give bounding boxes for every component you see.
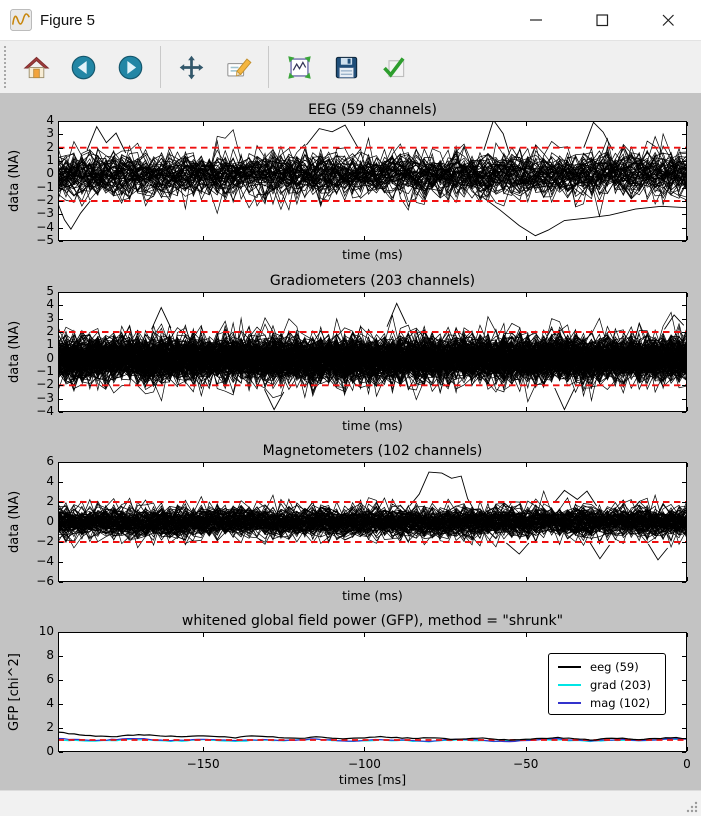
legend-line-swatch: [558, 666, 581, 668]
subplot-1-ytick: 2: [46, 324, 54, 338]
save-icon: [335, 56, 357, 78]
subplot-1-ytick: 3: [46, 310, 54, 325]
subplot-2-ytick: 0: [46, 514, 54, 528]
save-button[interactable]: [326, 45, 366, 89]
title-bar: Figure 5: [0, 0, 701, 40]
home-icon: [23, 56, 49, 78]
subplot-3-title: whitened global field power (GFP), metho…: [181, 613, 564, 629]
window-controls: [503, 0, 701, 40]
toolbar-grip[interactable]: [4, 46, 9, 88]
subplot-0-ytick: −2: [36, 193, 54, 207]
maximize-button[interactable]: [569, 0, 635, 40]
subplot-2-ytick: −6: [36, 574, 54, 588]
configure-subplots-button[interactable]: [279, 45, 319, 89]
subplot-0-ytick: 1: [46, 153, 54, 167]
toolbar-separator: [160, 46, 161, 88]
subplot-2-ytick: 2: [46, 494, 54, 508]
minimize-button[interactable]: [503, 0, 569, 40]
back-button[interactable]: [63, 45, 103, 89]
configure-subplots-icon: [287, 55, 311, 79]
legend-entry: eeg (59): [549, 658, 665, 676]
subplot-3-xtick: −100: [347, 757, 381, 771]
subplot-3-ytick: 6: [46, 672, 54, 686]
close-icon: [662, 14, 674, 26]
subplot-0-ytick: 4: [46, 113, 54, 127]
subplot-1-ytick: 5: [46, 284, 54, 298]
subplot-1-ytick: −4: [36, 404, 54, 418]
legend: eeg (59) grad (203) mag (102): [548, 653, 666, 715]
subplot-0-ytick: 2: [46, 139, 54, 154]
subplot-1-title: Gradiometers (203 channels): [269, 273, 476, 289]
pan-icon: [179, 55, 203, 79]
subplot-2-xlabel: time (ms): [342, 588, 403, 603]
legend-label: grad (203): [590, 678, 651, 692]
subplot-1-xlabel: time (ms): [342, 418, 403, 433]
subplot-0-title: EEG (59 channels): [308, 102, 437, 118]
subplot-1-ytick: −1: [36, 364, 54, 378]
subplot-3-ytick: 10: [38, 624, 54, 638]
subplot-0-ytick: −3: [36, 206, 54, 221]
subplot-2-title: Magnetometers (102 channels): [262, 443, 483, 459]
subplot-0-xlabel: time (ms): [342, 247, 403, 262]
subplot-1-ytick: −3: [36, 390, 54, 405]
subplot-0-ytick: −4: [36, 219, 54, 234]
subplot-3-ytick: 8: [46, 648, 54, 662]
edit-plot-button[interactable]: [218, 45, 258, 89]
toolbar-separator: [268, 46, 269, 88]
customize-check-icon: [382, 56, 404, 78]
matplotlib-logo-icon: [10, 9, 32, 31]
subplot-2-ytick: 6: [46, 454, 54, 468]
close-button[interactable]: [635, 0, 701, 40]
subplot-3-xtick: 0: [683, 757, 691, 771]
legend-label: eeg (59): [590, 660, 639, 674]
subplot-3-xlabel: times [ms]: [338, 772, 407, 787]
legend-line-swatch: [558, 684, 581, 686]
subplot-1-ytick: 0: [46, 350, 54, 365]
back-icon: [71, 55, 95, 79]
subplot-3-ytick: 4: [46, 696, 54, 710]
subplot-2-ytick: −2: [36, 534, 54, 548]
legend-line-swatch: [558, 702, 581, 704]
subplot-3-ytick: 0: [46, 744, 54, 758]
subplot-3-xtick: −50: [513, 757, 539, 771]
subplot-2-ytick: −4: [36, 554, 54, 568]
edit-plot-icon: [226, 57, 252, 76]
pan-button[interactable]: [171, 45, 211, 89]
status-bar: [0, 790, 701, 816]
subplot-1-ytick: 1: [46, 337, 54, 352]
legend-entry: grad (203): [549, 676, 665, 694]
subplot-1-ytick: −2: [36, 377, 54, 392]
figure-canvas-area: EEG (59 channels) data (NA) 4 3 2 1 0 −1 −2 −3 −4−…: [0, 93, 701, 790]
subplot-0-ytick: −5: [36, 233, 54, 247]
navigation-toolbar: [0, 40, 701, 93]
subplot-3-xtick: −150: [186, 757, 220, 771]
subplot-3-ytick: 2: [46, 720, 54, 734]
legend-entry: mag (102): [549, 694, 665, 712]
resize-grip-icon[interactable]: [685, 800, 699, 814]
subplot-1-ytick: 4: [46, 297, 54, 312]
forward-icon: [118, 55, 142, 79]
window-title: Figure 5: [40, 11, 96, 29]
subplot-0-ytick: 3: [46, 126, 54, 141]
minimize-icon: [530, 19, 542, 21]
legend-label: mag (102): [590, 696, 651, 710]
maximize-icon: [596, 14, 609, 27]
home-button[interactable]: [16, 45, 56, 89]
subplot-0-ytick: −1: [36, 179, 54, 194]
subplot-0-ytick: 0: [46, 166, 54, 181]
forward-button[interactable]: [110, 45, 150, 89]
customize-button[interactable]: [373, 45, 413, 89]
subplot-2-ytick: 4: [46, 474, 54, 488]
